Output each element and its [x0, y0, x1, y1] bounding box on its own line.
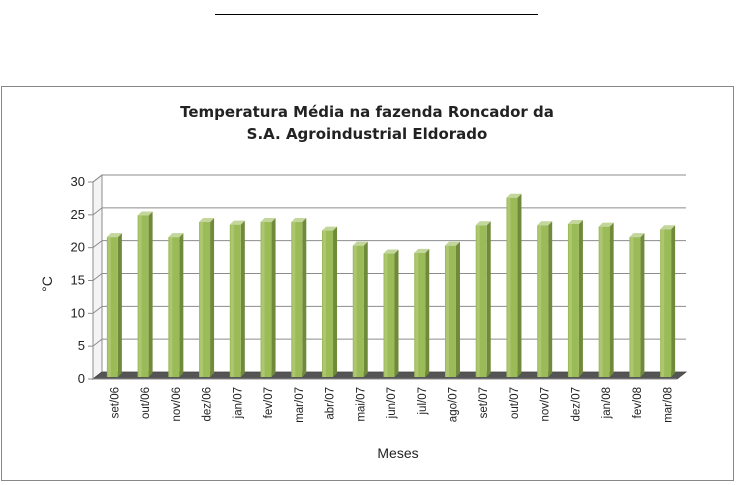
x-tick-label: jan/07 — [232, 387, 244, 419]
x-tick-label: nov/07 — [540, 387, 552, 422]
x-tick-label: dez/07 — [570, 387, 582, 422]
x-tick-label: abr/07 — [325, 387, 337, 420]
bar — [660, 225, 676, 377]
y-tick-label: 5 — [78, 338, 85, 353]
bar — [322, 226, 338, 377]
bar — [291, 218, 307, 377]
x-tick-label: dez/06 — [202, 387, 214, 422]
plot-area: 0 5 10 15 20 25 30 set/06 out/06 nov/06 dez/06 jan/… — [71, 173, 688, 423]
bar — [106, 233, 122, 377]
x-tick-label: set/06 — [109, 387, 121, 418]
y-tick-label: 20 — [71, 240, 85, 255]
bar — [537, 221, 553, 377]
x-tick-label: fev/07 — [263, 387, 275, 418]
x-tick-label: out/06 — [140, 387, 152, 419]
gridline-side — [92, 273, 103, 281]
chart-area: Temperatura Média na fazenda Roncador da… — [1, 86, 734, 481]
bar — [352, 241, 368, 377]
chart-svg: Temperatura Média na fazenda Roncador da… — [39, 103, 688, 461]
y-tick-label: 10 — [71, 305, 85, 320]
top-rule — [215, 14, 538, 15]
x-tick-label: mar/08 — [663, 387, 675, 423]
gridline-side — [92, 305, 103, 314]
gridline-side — [92, 207, 103, 216]
gridline-side — [92, 240, 103, 249]
x-tick-label: jan/08 — [601, 387, 613, 419]
x-tick-label: out/07 — [509, 387, 521, 419]
bar — [629, 233, 645, 377]
bar — [260, 218, 276, 377]
y-tick-label: 25 — [71, 207, 85, 222]
gridline-side — [92, 174, 103, 183]
x-tick-label: mar/07 — [294, 387, 306, 423]
bar — [506, 193, 522, 377]
y-tick-label: 15 — [71, 273, 85, 288]
bar — [168, 233, 184, 377]
x-tick-label: set/07 — [478, 387, 490, 418]
bar — [414, 248, 430, 377]
bar — [475, 221, 491, 377]
bar — [199, 218, 215, 377]
chart-title-line-2: S.A. Agroindustrial Eldorado — [247, 125, 488, 143]
x-tick-label: jun/07 — [386, 387, 398, 419]
bar — [383, 249, 399, 377]
bar — [598, 222, 614, 377]
y-axis-label: °C — [39, 276, 55, 292]
y-tick-label: 30 — [71, 174, 85, 189]
bar — [229, 220, 245, 377]
x-tick-label: mai/07 — [355, 387, 367, 422]
chart-title-line-1: Temperatura Média na fazenda Roncador da — [180, 103, 554, 121]
gridline-side — [92, 338, 103, 347]
y-tick-label: 0 — [78, 371, 85, 386]
x-tick-label: jul/07 — [417, 387, 429, 416]
bar — [567, 219, 583, 377]
x-tick-label: nov/06 — [171, 387, 183, 422]
bar — [444, 241, 460, 377]
x-axis-label: Meses — [377, 445, 418, 461]
x-tick-label: fev/08 — [632, 387, 644, 418]
bar — [137, 211, 153, 377]
x-tick-label: ago/07 — [447, 387, 459, 422]
